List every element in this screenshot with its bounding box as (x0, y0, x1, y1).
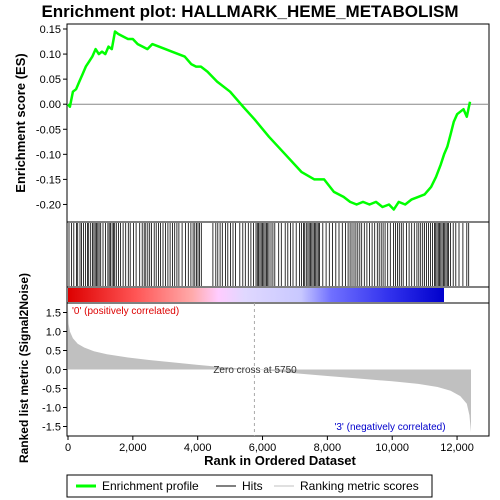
es-y-tick-label: 0.05 (40, 74, 61, 86)
es-y-tick-label: 0.15 (40, 24, 61, 36)
ranking-gradient-bar (68, 288, 444, 302)
metric-y-tick-label: 0.5 (46, 346, 61, 358)
metric-y-tick-label: -0.5 (42, 384, 61, 396)
metric-y-tick-label: 1.5 (46, 308, 61, 320)
metric-y-tick-label: 1.0 (46, 327, 61, 339)
x-tick-label: 2,000 (119, 442, 147, 454)
es-y-tick-label: -0.10 (36, 149, 61, 161)
es-y-tick-label: 0.10 (40, 49, 61, 61)
es-y-tick-label: -0.15 (36, 174, 61, 186)
hits-layer (68, 223, 470, 286)
x-tick-label: 12,000 (440, 442, 474, 454)
es-y-tick-label: 0.00 (40, 99, 61, 111)
metric-y-tick-label: 0.0 (46, 365, 61, 377)
legend-label-enrichment: Enrichment profile (102, 479, 199, 493)
enrichment-profile-line (67, 30, 472, 211)
metric-area (68, 306, 471, 433)
x-tick-label: 0 (65, 442, 71, 454)
es-y-tick-label: -0.20 (36, 199, 61, 211)
zero-cross-label: Zero cross at 5750 (213, 365, 297, 376)
x-tick-label: 10,000 (375, 442, 409, 454)
x-tick-label: 6,000 (249, 442, 277, 454)
legend-label-ranking: Ranking metric scores (300, 479, 419, 493)
metric-layer (68, 303, 471, 436)
x-tick-label: 8,000 (314, 442, 342, 454)
plot-title: Enrichment plot: HALLMARK_HEME_METABOLIS… (41, 2, 458, 21)
metric-y-tick-label: -1.0 (42, 403, 61, 415)
metric-axis-title: Ranked list metric (Signal2Noise) (17, 273, 31, 463)
es-layer (67, 30, 489, 211)
legend-label-hits: Hits (242, 479, 263, 493)
es-axis-title: Enrichment score (ES) (13, 53, 28, 192)
x-tick-label: 4,000 (184, 442, 212, 454)
metric-y-tick-label: -1.5 (42, 422, 61, 434)
positive-label: '0' (positively correlated) (72, 306, 179, 317)
legend-box (66, 474, 433, 498)
negative-label: '3' (negatively correlated) (334, 422, 445, 433)
x-axis-title: Rank in Ordered Dataset (204, 453, 356, 468)
es-y-tick-label: -0.05 (36, 124, 61, 136)
axes-layer: 0.150.100.050.00-0.05-0.10-0.15-0.201.51… (36, 24, 474, 454)
